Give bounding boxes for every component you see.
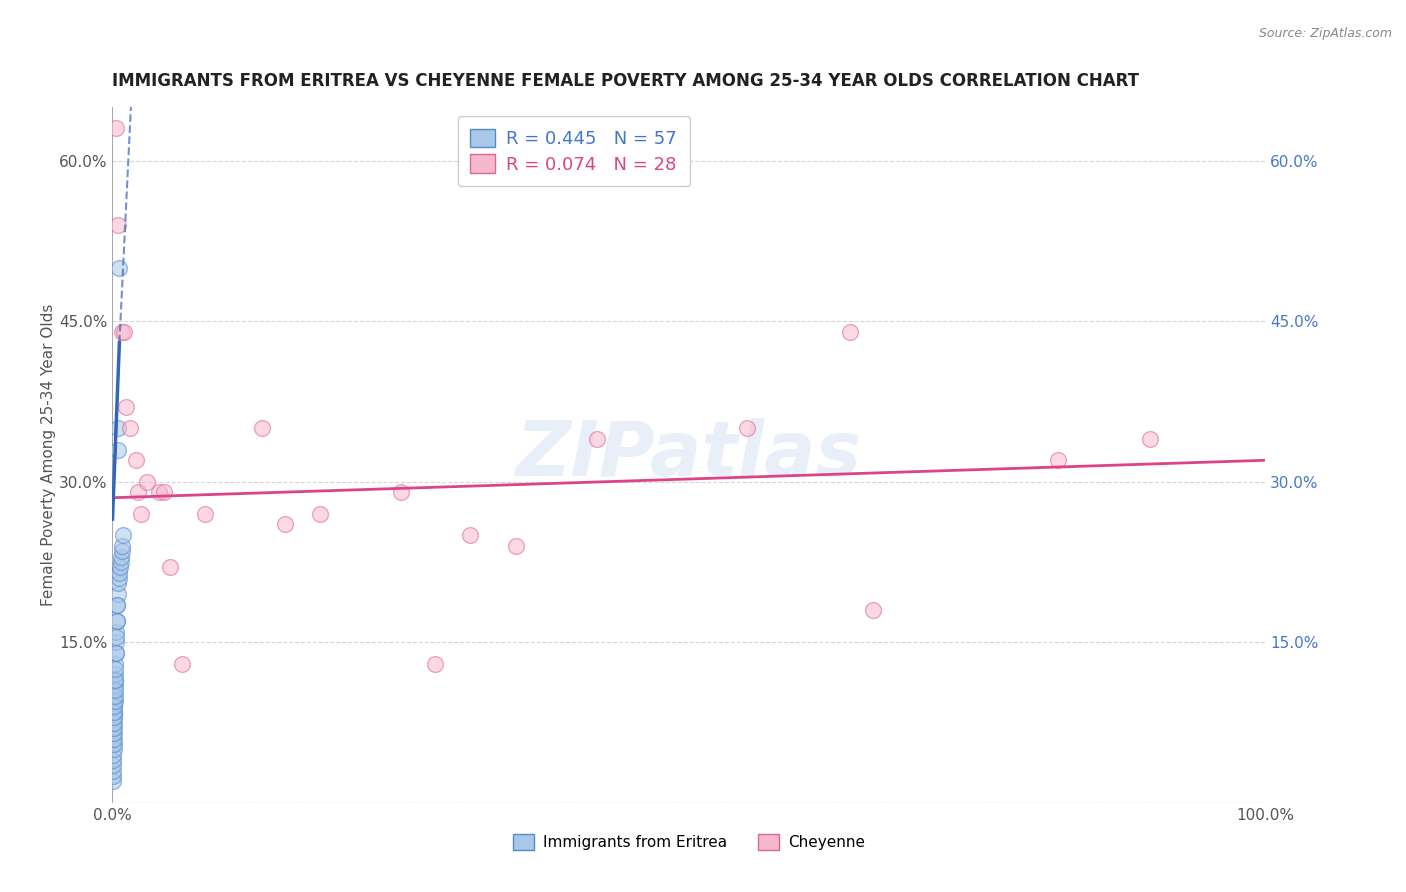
Point	[103, 694, 125, 708]
Point	[105, 598, 128, 612]
Point	[101, 731, 124, 746]
Point	[104, 121, 127, 136]
Point	[105, 614, 128, 628]
Point	[159, 560, 181, 574]
Point	[103, 705, 125, 719]
Point	[194, 507, 217, 521]
Point	[101, 737, 124, 751]
Point	[458, 528, 481, 542]
Point	[103, 710, 125, 724]
Point	[103, 747, 125, 762]
Point	[127, 485, 149, 500]
Y-axis label: Female Poverty Among 25-34 Year Olds: Female Poverty Among 25-34 Year Olds	[41, 304, 55, 606]
Point	[153, 485, 176, 500]
Point	[103, 731, 125, 746]
Point	[104, 673, 127, 687]
Point	[103, 737, 125, 751]
Point	[103, 715, 125, 730]
Point	[103, 715, 125, 730]
Point	[136, 475, 159, 489]
Point	[103, 683, 125, 698]
Point	[101, 764, 124, 778]
Point	[103, 694, 125, 708]
Point	[104, 689, 127, 703]
Point	[105, 630, 128, 644]
Point	[112, 325, 135, 339]
Point	[148, 485, 170, 500]
Point	[170, 657, 193, 671]
Point	[735, 421, 758, 435]
Point	[505, 539, 527, 553]
Point	[104, 662, 127, 676]
Point	[107, 442, 129, 457]
Legend: Immigrants from Eritrea, Cheyenne: Immigrants from Eritrea, Cheyenne	[505, 827, 873, 858]
Point	[104, 683, 127, 698]
Point	[103, 742, 125, 756]
Point	[104, 673, 127, 687]
Point	[107, 218, 129, 232]
Point	[111, 539, 134, 553]
Point	[105, 614, 128, 628]
Point	[105, 598, 128, 612]
Point	[107, 576, 129, 591]
Point	[104, 667, 127, 681]
Point	[111, 325, 134, 339]
Point	[107, 421, 129, 435]
Point	[107, 587, 129, 601]
Point	[103, 753, 125, 767]
Point	[108, 571, 131, 585]
Point	[585, 432, 607, 446]
Point	[108, 260, 131, 275]
Point	[103, 721, 125, 735]
Point	[103, 721, 125, 735]
Point	[101, 774, 124, 789]
Point	[103, 705, 125, 719]
Point	[110, 549, 132, 564]
Point	[839, 325, 862, 339]
Point	[115, 400, 138, 414]
Point	[108, 566, 131, 580]
Point	[103, 710, 125, 724]
Point	[103, 689, 125, 703]
Point	[862, 603, 884, 617]
Point	[101, 758, 124, 772]
Point	[118, 421, 141, 435]
Point	[110, 555, 132, 569]
Point	[103, 699, 125, 714]
Text: IMMIGRANTS FROM ERITREA VS CHEYENNE FEMALE POVERTY AMONG 25-34 YEAR OLDS CORRELA: IMMIGRANTS FROM ERITREA VS CHEYENNE FEMA…	[112, 72, 1139, 90]
Text: ZIPatlas: ZIPatlas	[516, 418, 862, 491]
Point	[252, 421, 274, 435]
Point	[103, 726, 125, 740]
Point	[111, 528, 134, 542]
Point	[111, 544, 134, 558]
Point	[104, 646, 127, 660]
Point	[105, 624, 128, 639]
Text: Source: ZipAtlas.com: Source: ZipAtlas.com	[1258, 27, 1392, 40]
Point	[129, 507, 153, 521]
Point	[103, 699, 125, 714]
Point	[108, 560, 131, 574]
Point	[274, 517, 297, 532]
Point	[1046, 453, 1069, 467]
Point	[425, 657, 447, 671]
Point	[389, 485, 412, 500]
Point	[103, 678, 125, 692]
Point	[104, 635, 127, 649]
Point	[101, 726, 124, 740]
Point	[309, 507, 332, 521]
Point	[124, 453, 146, 467]
Point	[104, 657, 127, 671]
Point	[1139, 432, 1161, 446]
Point	[101, 769, 124, 783]
Point	[104, 646, 127, 660]
